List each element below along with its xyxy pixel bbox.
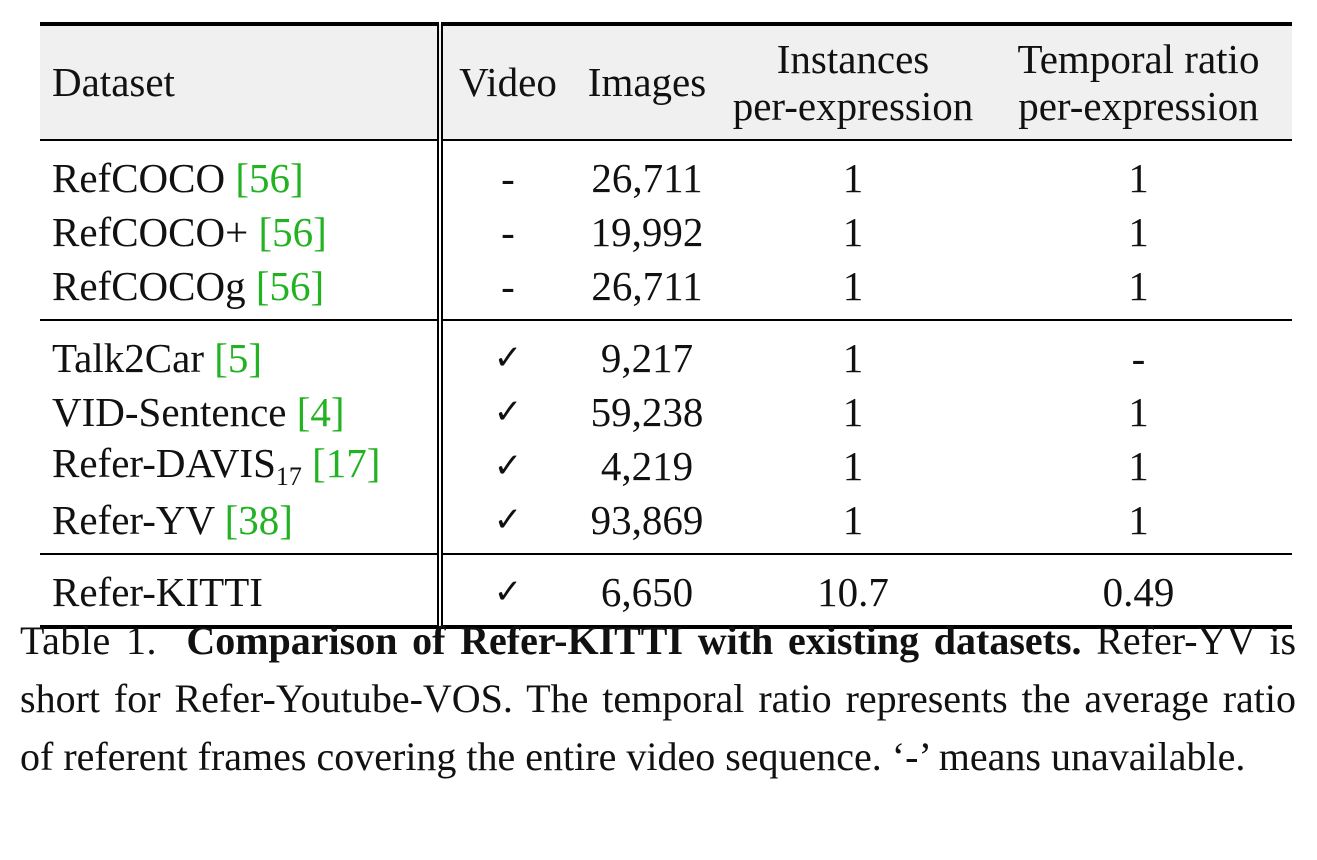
table-header: Dataset Video Images Instances per-expre… [40,24,1292,141]
cell-video: - [501,154,515,201]
cell-dataset: RefCOCOg [56] [40,259,443,321]
cell-temporal: 1 [985,493,1292,555]
cell-instances: 1 [842,442,864,489]
cell-video: ✓ [493,446,523,486]
cell-dataset: VID-Sentence [4] [40,385,443,439]
citation-link[interactable]: [17] [312,439,381,486]
cell-instances: 1 [842,208,864,255]
dataset-name: VID-Sentence [52,388,287,435]
cell-instances: 1 [842,388,864,435]
caption-title: Comparison of Refer-KITTI with existing … [186,618,1082,663]
header-video: Video [440,24,573,141]
header-instances-line1: Instances [776,35,930,82]
caption-label: Table 1. [20,618,157,663]
cell-temporal: 0.49 [985,554,1292,628]
cell-instances: 1 [721,259,985,321]
cell-images: 93,869 [573,493,721,555]
table-caption: Table 1. Comparison of Refer-KITTI with … [20,612,1296,786]
dataset-name: Refer-YV [52,496,215,543]
table-row: RefCOCOg [56] -26,711 1 1 [40,259,1292,321]
cell-video: ✓ [493,338,523,378]
table-row: VID-Sentence [4] ✓ 59,238 1 1 [40,385,1292,439]
citation-link[interactable]: [4] [296,388,345,435]
header-temporal-line1: Temporal ratio [1017,35,1260,82]
cell-temporal: 1 [1128,154,1149,201]
citation-link[interactable]: [5] [214,334,263,381]
header-images: Images [573,24,721,141]
cell-dataset: RefCOCO [56] [40,140,443,205]
cell-images: 26,711 [591,154,703,201]
header-dataset: Dataset [40,24,443,141]
table-row: Talk2Car [5] ✓ 9,217 1 - [40,320,1292,385]
cell-images: 4,219 [600,442,694,489]
cell-instances: 1 [842,154,864,201]
cell-dataset: Refer-YV [38] [40,493,443,555]
header-instances-line2: per-expression [732,82,974,129]
dataset-name: RefCOCO [52,154,226,201]
table-row: RefCOCO+ [56] - 19,992 1 1 [40,205,1292,259]
cell-video: ✓ [440,493,573,555]
cell-temporal: 1 [985,259,1292,321]
table-body: RefCOCO [56] -26,711 1 1 RefCOCO+ [56] -19,99… [40,140,1292,628]
table-row: Refer-YV [38] ✓ 93,869 1 1 [40,493,1292,555]
header-temporal: Temporal ratio per-expression [985,24,1292,141]
cell-video: ✓ [493,392,523,432]
dataset-name: Talk2Car [52,334,204,381]
cell-instances: 1 [721,493,985,555]
cell-instances: 1 [842,334,864,381]
dataset-name: Refer-KITTI [52,568,263,615]
cell-images: 6,650 [573,554,721,628]
dataset-name: RefCOCOg [52,262,246,309]
comparison-table-container: Dataset Video Images Instances per-expre… [40,22,1292,629]
cell-images: 26,711 [573,259,721,321]
cell-instances: 10.7 [721,554,985,628]
citation-link[interactable]: [56] [255,262,325,309]
cell-dataset: Refer-DAVIS17 [17] [40,439,443,493]
cell-dataset: Talk2Car [5] [40,320,443,385]
cell-images: 19,992 [590,208,704,255]
cell-images: 9,217 [600,334,694,381]
cell-video: - [501,208,515,255]
table-row: Refer-KITTI ✓ 6,650 10.7 0.49 [40,554,1292,628]
header-row: Dataset Video Images Instances per-expre… [40,24,1292,141]
cell-temporal: 1 [1128,208,1149,255]
cell-dataset: Refer-KITTI [40,554,443,628]
dataset-name-subscript: 17 [275,461,302,491]
cell-dataset: RefCOCO+ [56] [40,205,443,259]
header-temporal-line2: per-expression [1018,82,1259,129]
table-row: Refer-DAVIS17 [17] ✓ 4,219 1 1 [40,439,1292,493]
cell-temporal: 1 [1128,388,1149,435]
header-instances: Instances per-expression [721,24,985,141]
cell-images: 59,238 [590,388,704,435]
dataset-name: RefCOCO+ [52,208,249,255]
cell-temporal: 1 [1128,442,1149,489]
caption-body: Refer-YV is short for Refer-Youtube-VOS.… [20,618,1297,779]
citation-link[interactable]: [56] [258,208,327,255]
cell-temporal: - [1131,334,1146,381]
comparison-table: Dataset Video Images Instances per-expre… [40,22,1292,629]
cell-video: ✓ [440,554,573,628]
citation-link[interactable]: [56] [235,154,304,201]
table-row: RefCOCO [56] - 26,711 1 1 [40,140,1292,205]
dataset-name: Refer-DAVIS [52,439,276,486]
citation-link[interactable]: [38] [224,496,293,543]
cell-video: - [440,259,573,321]
